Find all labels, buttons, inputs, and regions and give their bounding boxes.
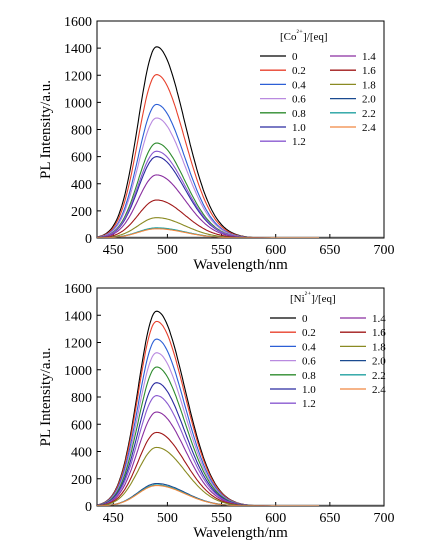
- legend-label: 0.8: [302, 370, 316, 382]
- x-axis-label: Wavelength/nm: [193, 257, 288, 273]
- y-tick-label: 1400: [64, 309, 92, 324]
- legend-label: 0.6: [302, 356, 316, 368]
- y-tick-label: 1600: [64, 15, 92, 30]
- y-axis-label: PL Intensity/a.u.: [38, 80, 54, 179]
- x-tick-label: 600: [265, 511, 286, 526]
- series-line-4: [97, 366, 319, 506]
- y-tick-label: 200: [71, 473, 92, 488]
- legend-label: 0: [292, 51, 298, 63]
- legend-label: 1.6: [372, 327, 386, 339]
- legend-label: 1.0: [292, 122, 306, 134]
- series-line-0: [97, 310, 319, 506]
- legend-title: [Ni²⁺]/[eq]: [290, 290, 336, 305]
- series-line-12: [97, 228, 319, 238]
- chart-panel-2: 0 200 400 600 800 1000 1200 1400 1600 450 500 550 60…: [38, 282, 395, 541]
- x-axis-label: Wavelength/nm: [193, 525, 288, 541]
- y-tick-label: 1200: [64, 69, 92, 84]
- y-tick-label: 200: [71, 205, 92, 220]
- x-tick-label: 650: [319, 511, 340, 526]
- series-line-5: [97, 382, 319, 506]
- series-line-7: [97, 174, 319, 238]
- legend-label: 0: [302, 313, 308, 325]
- series-lines: [97, 310, 319, 506]
- y-tick-label: 1200: [64, 337, 92, 352]
- x-tick-label: 450: [103, 243, 124, 258]
- y-axis-label: PL Intensity/a.u.: [38, 347, 54, 446]
- y-tick-label: 600: [71, 151, 92, 166]
- y-tick-label: 600: [71, 418, 92, 433]
- legend-label: 0.2: [302, 327, 316, 339]
- series-lines: [97, 46, 319, 238]
- series-line-9: [97, 217, 319, 238]
- y-tick-label: 0: [85, 500, 92, 515]
- series-line-7: [97, 411, 319, 506]
- series-line-6: [97, 395, 319, 506]
- legend-label: 0.2: [292, 65, 306, 77]
- series-line-6: [97, 150, 319, 238]
- legend-label: 2.0: [362, 94, 376, 106]
- legend-label: 2.2: [362, 108, 376, 120]
- x-tick-label: 700: [374, 511, 395, 526]
- x-tick-label: 700: [374, 243, 395, 258]
- series-line-8: [97, 199, 319, 238]
- series-line-8: [97, 431, 319, 506]
- chart-panel-1: 0 200 400 600 800 1000 1200 1400 1600 450 500 550 60…: [38, 15, 395, 273]
- y-tick-label: 1000: [64, 96, 92, 111]
- y-tick-label: 0: [85, 232, 92, 247]
- x-tick-label: 550: [211, 511, 232, 526]
- legend-label: 0.4: [292, 79, 306, 91]
- legend-label: 1.8: [372, 341, 386, 353]
- y-tick-label: 1600: [64, 282, 92, 297]
- series-line-9: [97, 446, 319, 506]
- legend: [Co²⁺]/[eq] 0 0.2 0.4 0.6 0.8 1.0 1.2 1.4 1.6 1.8 2…: [260, 28, 376, 148]
- y-tick-label: 400: [71, 446, 92, 461]
- legend-label: 1.4: [372, 313, 386, 325]
- legend-label: 2.4: [362, 122, 376, 134]
- legend-label: 1.4: [362, 51, 376, 63]
- series-line-3: [97, 117, 319, 238]
- legend-label: 2.4: [372, 384, 386, 396]
- y-tick-label: 1400: [64, 42, 92, 57]
- x-tick-label: 650: [319, 243, 340, 258]
- legend-label: 1.2: [292, 136, 306, 148]
- x-tick-label: 500: [157, 511, 178, 526]
- series-line-2: [97, 338, 319, 506]
- y-tick-label: 800: [71, 391, 92, 406]
- legend-title: [Co²⁺]/[eq]: [280, 28, 328, 43]
- legend-label: 2.0: [372, 356, 386, 368]
- series-line-3: [97, 352, 319, 506]
- series-line-1: [97, 74, 319, 238]
- x-tick-label: 450: [103, 511, 124, 526]
- legend-label: 1.8: [362, 79, 376, 91]
- legend-label: 0.6: [292, 94, 306, 106]
- series-line-4: [97, 142, 319, 238]
- x-tick-label: 550: [211, 243, 232, 258]
- series-line-5: [97, 156, 319, 238]
- x-tick-label: 600: [265, 243, 286, 258]
- series-line-2: [97, 103, 319, 238]
- legend-label: 2.2: [372, 370, 386, 382]
- legend-label: 1.2: [302, 398, 316, 410]
- series-line-1: [97, 320, 319, 506]
- legend-label: 1.0: [302, 384, 316, 396]
- legend-label: 1.6: [362, 65, 376, 77]
- legend: [Ni²⁺]/[eq] 0 0.2 0.4 0.6 0.8 1.0 1.2 1.4 1.6 1.8 2…: [270, 290, 386, 410]
- y-tick-label: 800: [71, 124, 92, 139]
- y-tick-label: 400: [71, 178, 92, 193]
- legend-label: 0.4: [302, 341, 316, 353]
- y-tick-label: 1000: [64, 364, 92, 379]
- series-line-0: [97, 46, 319, 238]
- series-line-12: [97, 485, 319, 506]
- legend-label: 0.8: [292, 108, 306, 120]
- x-tick-label: 500: [157, 243, 178, 258]
